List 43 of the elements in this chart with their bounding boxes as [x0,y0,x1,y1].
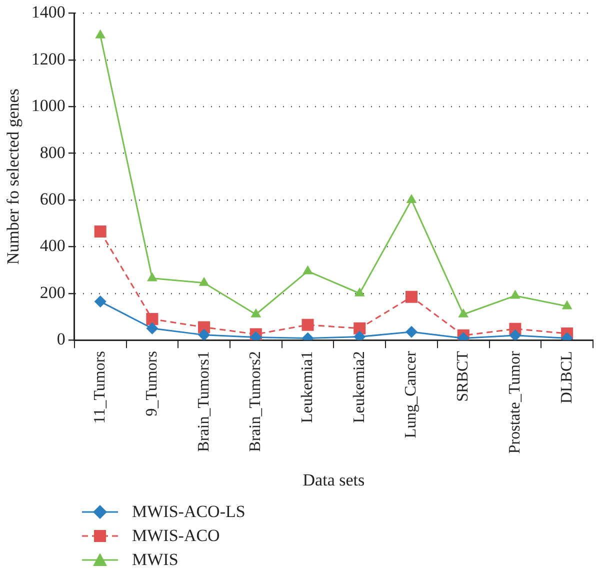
point [509,329,522,340]
point [146,322,158,334]
point [95,29,106,38]
point [354,287,365,296]
point [510,290,520,299]
y-tick-label: 600 [40,189,66,208]
point [406,194,417,203]
point [302,318,314,331]
point [458,308,469,318]
x-tick-label: Lung_Cancer [402,350,420,438]
y-axis-title: Number fo selected genes [4,88,23,265]
x-axis-title: Data sets [302,470,365,490]
point [250,308,262,318]
legend-label: MWIS [132,550,178,570]
x-tick-label: Prostate_Tumor [506,350,524,454]
point [198,328,210,340]
y-tick-label: 800 [40,142,66,162]
point [562,300,572,310]
x-tick-label: DLBCL [558,351,576,404]
x-tick-label: Leukemia2 [350,351,368,424]
legend-label: MWIS-ACO-LS [132,502,246,522]
legend-label: MWIS-ACO [132,526,220,546]
point [146,272,158,282]
point [405,326,418,338]
y-tick-label: 400 [40,236,66,256]
x-tick-label: SRBCT [454,350,472,402]
point [354,322,366,334]
x-tick-label: Brain_Tumors2 [247,351,264,452]
y-tick-label: 1200 [31,49,66,68]
point [94,225,106,238]
y-tick-label: 200 [40,282,66,302]
point [302,265,313,274]
x-tick-label: Brain_Tumors1 [195,351,212,452]
point [405,290,418,303]
x-tick-label: 9_Tumors [143,351,160,416]
x-tick-label: Leukemia1 [298,351,316,424]
point [198,276,210,286]
y-tick-label: 0 [56,330,66,349]
y-tick-label: 1000 [31,96,66,116]
point [146,313,158,326]
point [94,296,106,308]
x-tick-label: 11_Tumors [92,351,109,424]
y-tick-label: 1400 [31,2,66,22]
